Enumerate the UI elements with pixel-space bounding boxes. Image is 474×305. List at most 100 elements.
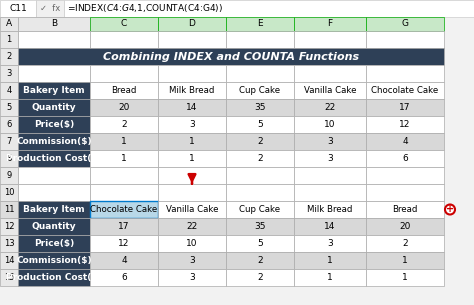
Text: Cup Cake: Cup Cake: [239, 205, 281, 214]
Text: Price($): Price($): [34, 120, 74, 129]
Text: 2: 2: [257, 273, 263, 282]
Text: Bakery Item: Bakery Item: [23, 205, 85, 214]
Bar: [90, 184, 158, 201]
Bar: [0, 65, 18, 82]
Text: 6: 6: [6, 120, 12, 129]
Bar: [0, 235, 18, 252]
Text: Bread: Bread: [392, 205, 418, 214]
Text: 1: 1: [402, 273, 408, 282]
Bar: [18, 65, 90, 82]
Bar: [64, 0, 474, 17]
Bar: [226, 31, 294, 48]
Bar: [294, 82, 366, 99]
Bar: [158, 218, 226, 235]
Bar: [0, 201, 18, 218]
Text: 3: 3: [6, 69, 12, 78]
Text: Milk Bread: Milk Bread: [307, 205, 353, 214]
Bar: [366, 252, 444, 269]
Bar: [366, 235, 444, 252]
Text: 17: 17: [399, 103, 411, 112]
Text: 10: 10: [186, 239, 198, 248]
Bar: [294, 235, 366, 252]
Text: Commission($): Commission($): [16, 137, 92, 146]
Bar: [18, 252, 90, 269]
Text: 3: 3: [327, 154, 333, 163]
Bar: [18, 235, 90, 252]
Text: C: C: [121, 20, 127, 28]
Text: 3: 3: [327, 239, 333, 248]
Bar: [90, 82, 158, 99]
Bar: [90, 133, 158, 150]
Bar: [294, 269, 366, 286]
Text: 11: 11: [4, 205, 14, 214]
Text: 1: 1: [121, 137, 127, 146]
Text: 2: 2: [257, 256, 263, 265]
Text: 4: 4: [6, 86, 12, 95]
Bar: [158, 184, 226, 201]
Text: 8: 8: [6, 154, 12, 163]
Text: Cup Cake: Cup Cake: [239, 86, 281, 95]
Text: 3: 3: [189, 273, 195, 282]
Bar: [0, 252, 18, 269]
Bar: [90, 150, 158, 167]
Bar: [0, 218, 18, 235]
Text: 4: 4: [402, 137, 408, 146]
Text: 1: 1: [6, 35, 12, 44]
Text: Price($): Price($): [34, 239, 74, 248]
Text: 1: 1: [189, 137, 195, 146]
Text: 6: 6: [402, 154, 408, 163]
Text: Bakery Item: Bakery Item: [23, 86, 85, 95]
Text: 3: 3: [189, 256, 195, 265]
Text: 5: 5: [257, 239, 263, 248]
Text: 2: 2: [6, 52, 12, 61]
Bar: [18, 201, 90, 218]
Bar: [226, 99, 294, 116]
Bar: [0, 17, 18, 31]
Bar: [294, 31, 366, 48]
Bar: [226, 184, 294, 201]
Text: Bread: Bread: [111, 86, 137, 95]
Text: Production Cost($): Production Cost($): [6, 154, 102, 163]
Text: F: F: [328, 20, 333, 28]
Bar: [0, 184, 18, 201]
Bar: [0, 133, 18, 150]
Text: 7: 7: [6, 137, 12, 146]
Bar: [294, 184, 366, 201]
Text: C11: C11: [9, 4, 27, 13]
Text: Chocolate Cake: Chocolate Cake: [91, 205, 158, 214]
Bar: [18, 167, 90, 184]
Bar: [226, 252, 294, 269]
Bar: [226, 65, 294, 82]
Text: Vanilla Cake: Vanilla Cake: [166, 205, 218, 214]
Text: E: E: [257, 20, 263, 28]
Bar: [366, 184, 444, 201]
Bar: [294, 218, 366, 235]
Text: 13: 13: [4, 239, 14, 248]
Bar: [18, 82, 90, 99]
Bar: [158, 116, 226, 133]
Bar: [294, 167, 366, 184]
Bar: [18, 17, 90, 31]
Bar: [294, 65, 366, 82]
Bar: [226, 82, 294, 99]
Bar: [226, 133, 294, 150]
Text: Vanilla Cake: Vanilla Cake: [304, 86, 356, 95]
Bar: [90, 269, 158, 286]
Text: 35: 35: [254, 222, 266, 231]
Bar: [0, 167, 18, 184]
Text: Quantity: Quantity: [32, 222, 76, 231]
Bar: [90, 17, 158, 31]
Text: Milk Bread: Milk Bread: [169, 86, 215, 95]
Bar: [366, 82, 444, 99]
Bar: [158, 17, 226, 31]
Bar: [0, 31, 18, 48]
Circle shape: [445, 204, 455, 214]
Bar: [226, 150, 294, 167]
Text: 5: 5: [257, 120, 263, 129]
Bar: [226, 17, 294, 31]
Bar: [18, 269, 90, 286]
Bar: [366, 116, 444, 133]
Text: 1: 1: [402, 256, 408, 265]
Text: +: +: [446, 204, 454, 214]
Text: 10: 10: [324, 120, 336, 129]
